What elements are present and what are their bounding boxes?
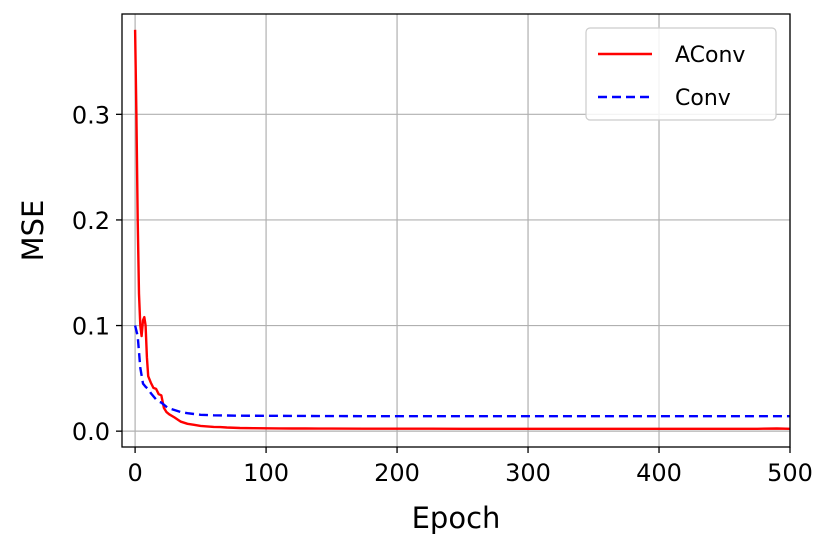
y-tick-label: 0.0 (72, 418, 110, 446)
legend: AConv Conv (585, 27, 777, 121)
ticks: 0 100 200 300 400 500 0.0 0.1 0.2 0.3 (72, 101, 813, 487)
y-tick-label: 0.3 (72, 101, 110, 129)
x-tick-label: 0 (127, 459, 142, 487)
y-tick-label: 0.2 (72, 207, 110, 235)
x-tick-label: 100 (243, 459, 289, 487)
series-line-conv (133, 325, 790, 418)
series-layer (133, 29, 791, 430)
plot-frame (121, 13, 791, 448)
y-axis-title: MSE (16, 200, 50, 262)
series-line-aconv (133, 29, 791, 430)
x-tick-label: 200 (374, 459, 420, 487)
legend-label-aconv: AConv (675, 43, 745, 68)
x-tick-label: 400 (636, 459, 682, 487)
y-tick-label: 0.1 (72, 313, 110, 341)
x-axis-title: Epoch (412, 501, 501, 535)
legend-label-conv: Conv (675, 86, 731, 111)
x-tick-label: 300 (505, 459, 551, 487)
x-tick-label: 500 (767, 459, 813, 487)
